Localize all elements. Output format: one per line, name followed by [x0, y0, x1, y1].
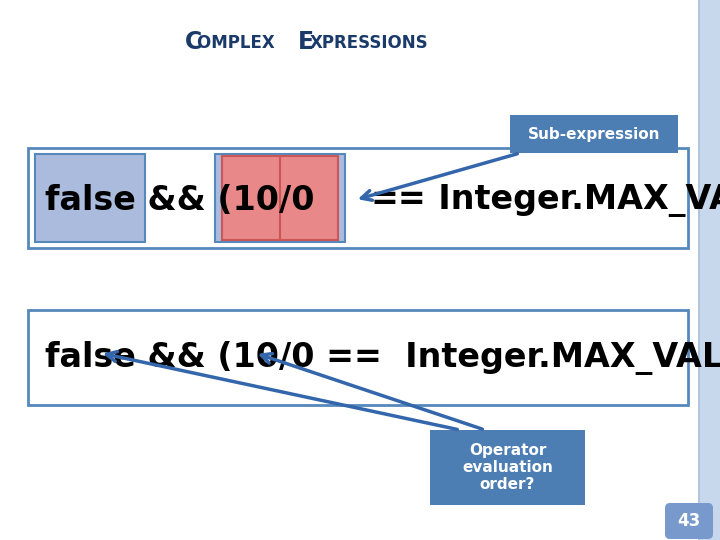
Bar	[698, 0, 700, 540]
Text: C: C	[185, 30, 202, 54]
Bar	[28, 148, 688, 248]
Text: Operator
evaluation
order?: Operator evaluation order?	[462, 443, 553, 492]
Text: Sub-expression: Sub-expression	[528, 126, 660, 141]
Bar	[35, 154, 145, 242]
Bar	[215, 154, 345, 242]
Text: OMPLEX: OMPLEX	[197, 34, 281, 52]
Text: E: E	[298, 30, 314, 54]
Text: Integer.MAX_VALUE): Integer.MAX_VALUE)	[415, 183, 720, 217]
Bar	[222, 156, 338, 240]
Text: 43: 43	[678, 512, 701, 530]
FancyBboxPatch shape	[665, 503, 713, 539]
Text: false && (10/0: false && (10/0	[45, 184, 315, 217]
Bar	[430, 430, 585, 505]
Bar	[28, 310, 688, 405]
Text: XPRESSIONS: XPRESSIONS	[310, 34, 428, 52]
Text: false && (10/0 ==  Integer.MAX_VALUE): false && (10/0 == Integer.MAX_VALUE)	[45, 341, 720, 375]
Bar	[510, 115, 678, 153]
Text: ==: ==	[370, 184, 426, 217]
Bar	[700, 0, 720, 540]
